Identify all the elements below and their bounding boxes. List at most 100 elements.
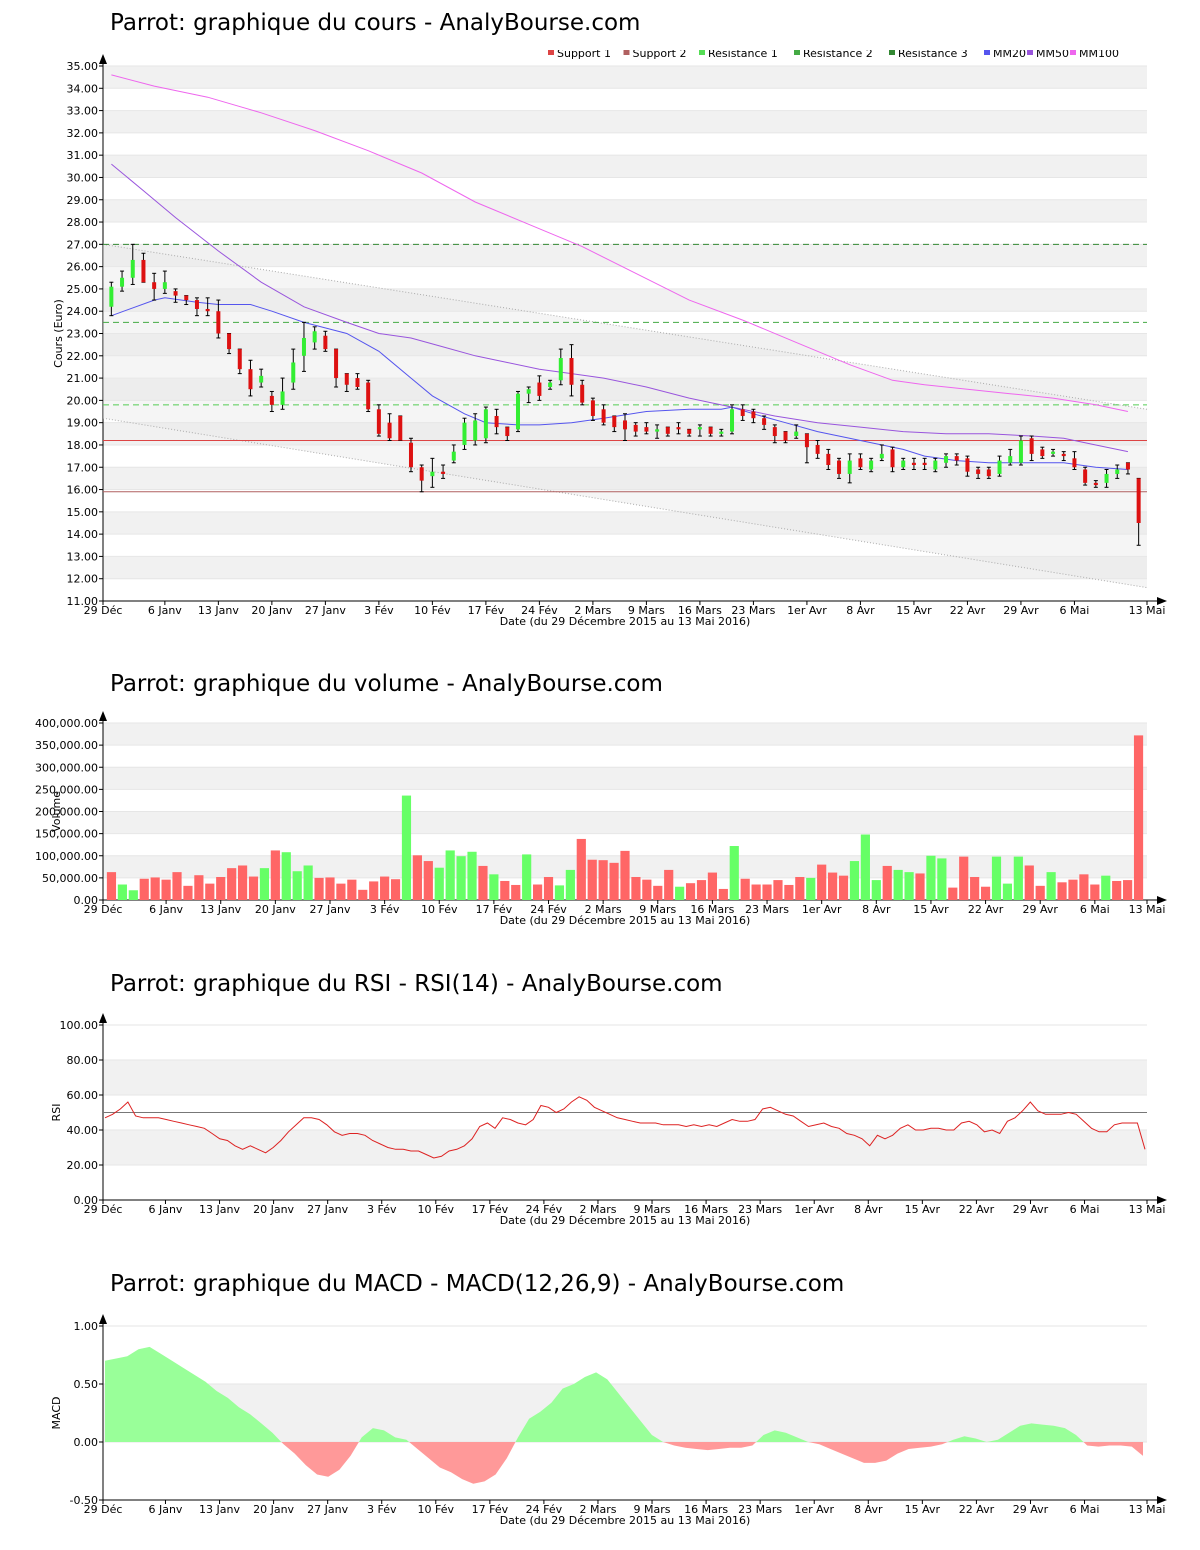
price-ytick-label: 16.00 (67, 484, 99, 497)
price-grid-band (103, 511, 1147, 535)
candle-body (173, 291, 178, 296)
rsi-xtick-label: 15 Avr (905, 1203, 941, 1216)
price-ytick-label: 25.00 (67, 283, 99, 296)
candle-body (1083, 469, 1088, 483)
rsi-xtick-label: 29 Avr (1013, 1203, 1049, 1216)
price-ytick-label: 14.00 (67, 528, 99, 541)
candle (473, 413, 478, 446)
candle (1083, 466, 1088, 486)
candle (205, 297, 210, 317)
price-xtick-label: 23 Mars (731, 604, 775, 617)
volume-bar (1112, 880, 1122, 900)
macd-ytick-label: 1.00 (74, 1320, 99, 1333)
price-xtick-label: 10 Fév (414, 604, 451, 617)
macd-positive-area (515, 1372, 664, 1442)
candle-body (933, 460, 938, 470)
volume-bar (347, 879, 357, 900)
candle (301, 321, 306, 372)
candle-body (601, 409, 606, 423)
volume-bar (1090, 884, 1100, 900)
candle (280, 377, 285, 410)
rsi-ytick-label: 0.00 (74, 1194, 99, 1207)
volume-bar (959, 856, 969, 900)
volume-bar (817, 864, 827, 900)
macd-negative-area (1083, 1442, 1143, 1456)
price-grid-band (103, 556, 1147, 579)
legend-item: MM50 (1036, 50, 1069, 60)
volume-xtick-label: 27 Janv (310, 903, 351, 916)
price-ytick-label: 11.00 (67, 595, 99, 608)
candle (483, 406, 488, 444)
candle-body (1040, 449, 1045, 457)
volume-bar (369, 881, 379, 900)
macd-ytick-label: 0.00 (74, 1436, 99, 1449)
candle-body (323, 335, 328, 350)
volume-bar (445, 850, 455, 900)
volume-bar (707, 872, 717, 900)
candle (590, 397, 595, 421)
volume-bar (991, 856, 1002, 900)
legend-item: Support 1 (557, 50, 611, 60)
macd-ylabel: MACD (50, 1397, 63, 1430)
volume-ylabel: Volume (50, 791, 63, 832)
candle (515, 390, 520, 433)
volume-bar (227, 868, 237, 900)
macd-xtick-label: 22 Avr (959, 1503, 995, 1516)
candle-body (644, 427, 649, 432)
volume-bar (161, 879, 171, 900)
candle-body (1008, 456, 1013, 463)
candle-body (590, 400, 595, 416)
candle-body (762, 418, 767, 425)
candle (366, 379, 371, 413)
price-xaxis-arrow (1157, 597, 1167, 605)
price-xtick-label: 27 Janv (305, 604, 346, 617)
price-xtick-label: 16 Mars (678, 604, 722, 617)
candle-body (944, 456, 949, 463)
candle (441, 464, 446, 479)
legend-swatch (889, 50, 895, 55)
volume-grid-band (103, 811, 1147, 834)
price-ytick-label: 15.00 (67, 506, 99, 519)
candle-body (334, 349, 339, 379)
candle (1008, 448, 1013, 466)
price-ytick-label: 19.00 (67, 417, 99, 430)
price-ytick-label: 12.00 (67, 573, 99, 586)
candle-body (430, 471, 435, 477)
candle (141, 252, 146, 283)
candle (462, 417, 467, 450)
price-xtick-label: 6 Mai (1060, 604, 1090, 617)
volume-bar (292, 871, 302, 900)
candle-body (237, 349, 242, 370)
rsi-xtick-label: 17 Fév (472, 1203, 509, 1216)
volume-bar (729, 846, 739, 900)
macd-xlabel: Date (du 29 Décembre 2015 au 13 Mai 2016… (500, 1514, 751, 1527)
price-ytick-label: 21.00 (67, 372, 99, 385)
candle-body (141, 259, 146, 283)
price-ylabel: Cours (Euro) (52, 299, 65, 368)
candle-body (1136, 478, 1141, 523)
volume-bar (576, 838, 586, 900)
price-chart: 11.00 12.00 13.00 14.00 15.00 16.00 17.00 18.00… (52, 50, 1167, 628)
volume-bar (1101, 875, 1111, 900)
legend-swatch (699, 50, 705, 55)
candle (387, 413, 392, 441)
candle (173, 288, 178, 303)
candle (697, 424, 702, 437)
volume-xtick-label: 29 Déc (84, 903, 123, 916)
candle-body (344, 373, 349, 385)
candle-body (355, 378, 360, 387)
candle (451, 444, 456, 464)
rsi-xtick-label: 2 Mars (579, 1203, 616, 1216)
candle-body (911, 462, 916, 466)
candle (687, 428, 692, 437)
price-ytick-label: 28.00 (67, 216, 99, 229)
candle (505, 426, 510, 441)
volume-bar (248, 876, 259, 900)
price-ytick-label: 13.00 (67, 550, 99, 563)
volume-bar (587, 859, 597, 900)
rsi-xtick-label: 13 Mai (1129, 1203, 1166, 1216)
candle (569, 344, 574, 397)
candle-body (708, 427, 713, 434)
candle (334, 348, 339, 388)
candle-body (879, 453, 884, 459)
